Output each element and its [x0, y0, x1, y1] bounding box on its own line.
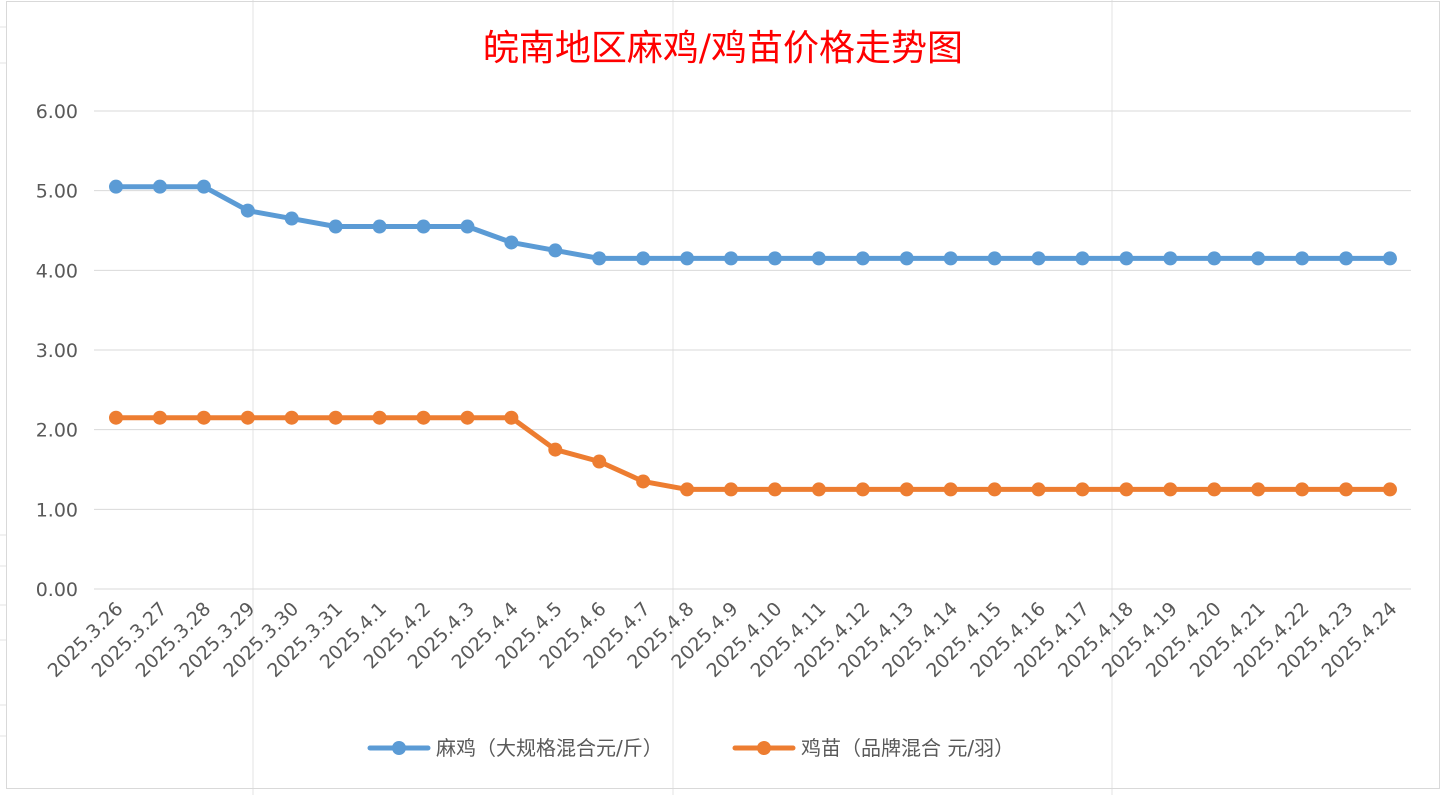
series-0-point [196, 179, 211, 194]
series-1-point [548, 442, 563, 457]
series-1-point [592, 454, 607, 469]
series-1-point [372, 410, 387, 425]
series-0-point [592, 251, 607, 266]
series-0-point [109, 179, 123, 194]
series-0-point [1031, 251, 1046, 266]
series-line-0 [113, 184, 1393, 261]
series-0-point [1251, 251, 1266, 266]
y-tick-label: 3.00 [36, 340, 78, 362]
gridlines [94, 110, 1411, 590]
series-0-point [372, 219, 387, 234]
chart-frame [6, 1, 1440, 789]
series-0-point [899, 251, 914, 266]
series-0-point [416, 219, 431, 234]
series-0-point [504, 235, 519, 250]
legend-swatch-marker-0 [392, 741, 406, 755]
y-tick-label: 5.00 [36, 181, 78, 203]
series-1-point [943, 482, 958, 497]
series-0-point [284, 211, 299, 226]
y-tick-label: 4.00 [36, 260, 78, 282]
series-1-point [724, 482, 739, 497]
series-1-point [152, 410, 167, 425]
series-0-point [636, 251, 651, 266]
series-0-point [548, 243, 563, 258]
y-axis-tick-labels: 0.00 1.00 2.00 3.00 4.00 5.00 6.00 [36, 101, 78, 601]
series-1-point [1339, 482, 1354, 497]
series-1-point [504, 410, 519, 425]
series-0-point [1075, 251, 1090, 266]
series-0-point [328, 219, 343, 234]
series-1-point [636, 474, 651, 489]
series-1-point [1295, 482, 1310, 497]
series-0-point [1119, 251, 1134, 266]
series-0-point [1163, 251, 1178, 266]
series-1-point [899, 482, 914, 497]
x-axis-tick-labels: 2025.3.262025.3.272025.3.282025.3.292025… [44, 598, 1402, 682]
series-0-point [1339, 251, 1354, 266]
series-1-point [1075, 482, 1090, 497]
series-0-point [152, 179, 167, 194]
series-layer [109, 179, 1397, 497]
series-0-point [1295, 251, 1310, 266]
series-1-point [1251, 482, 1266, 497]
series-0-point [240, 203, 255, 218]
series-1-point [240, 410, 255, 425]
series-0-point [855, 251, 870, 266]
series-1-point [328, 410, 343, 425]
series-1-point [109, 410, 123, 425]
series-1-point [1207, 482, 1222, 497]
legend: 麻鸡（大规格混合元/斤） 鸡苗（品牌混合 元/羽） [367, 736, 1014, 760]
series-1-point [680, 482, 695, 497]
series-0-point [680, 251, 695, 266]
series-1-point [811, 482, 826, 497]
y-tick-label: 1.00 [36, 499, 78, 521]
series-1-point [855, 482, 870, 497]
y-tick-label: 2.00 [36, 420, 78, 442]
series-1-point [1031, 482, 1046, 497]
y-tick-label: 0.00 [36, 579, 78, 601]
legend-label-1: 鸡苗（品牌混合 元/羽） [801, 736, 1014, 760]
series-0-point [724, 251, 739, 266]
series-0-point [1207, 251, 1222, 266]
series-1-point [1382, 482, 1397, 497]
series-1-point [460, 410, 475, 425]
series-0-point [460, 219, 475, 234]
series-1-point [1119, 482, 1134, 497]
series-0-point [943, 251, 958, 266]
series-1-point [196, 410, 211, 425]
series-0-point [987, 251, 1002, 266]
legend-swatch-marker-1 [757, 741, 771, 755]
y-tick-label: 6.00 [36, 101, 78, 123]
series-0-point [1382, 251, 1397, 266]
series-0-point [811, 251, 826, 266]
series-1-point [767, 482, 782, 497]
chart-title: 皖南地区麻鸡/鸡苗价格走势图 [483, 28, 963, 69]
series-1-point [416, 410, 431, 425]
series-1-point [1163, 482, 1178, 497]
series-line-1 [113, 415, 1393, 492]
series-1-point [987, 482, 1002, 497]
legend-label-0: 麻鸡（大规格混合元/斤） [436, 736, 663, 760]
series-1-point [284, 410, 299, 425]
series-0-point [767, 251, 782, 266]
spreadsheet-background [0, 0, 1113, 795]
